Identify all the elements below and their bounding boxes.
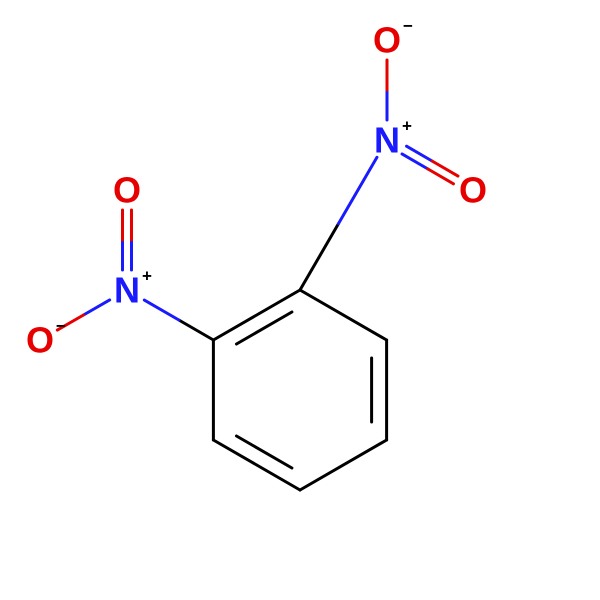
O2a-label: O xyxy=(459,170,487,211)
N1-label: N xyxy=(114,270,140,311)
O2b-charge: − xyxy=(403,17,413,36)
O1a-label: O xyxy=(113,170,141,211)
molecule-diagram: N+OO−N+OO− xyxy=(0,0,600,600)
O1b-charge: − xyxy=(56,317,66,336)
N1-charge: + xyxy=(142,267,152,286)
O1b-label: O xyxy=(26,320,54,361)
N2-label: N xyxy=(374,120,400,161)
O2b-label: O xyxy=(373,20,401,61)
N2-charge: + xyxy=(402,117,412,136)
